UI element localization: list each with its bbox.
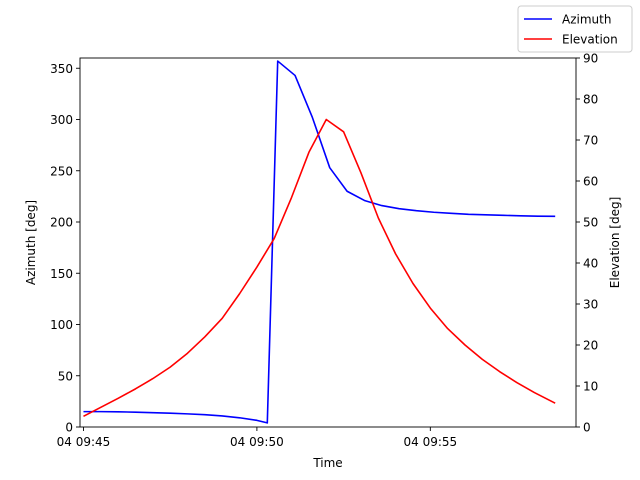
legend-label-elevation: Elevation: [562, 33, 618, 47]
y-left-tick-label: 300: [50, 113, 73, 127]
y-right-tick-label: 80: [583, 93, 598, 107]
plot-area: 0 50 100 150 200 250 300 350 0 10 20 30 40 50 60 70 80 90…: [24, 52, 622, 471]
x-tick-label: 04 09:50: [230, 435, 284, 449]
y-right-tick-label: 40: [583, 257, 598, 271]
axes-frame: [79, 57, 577, 428]
y-left-tick-label: 50: [58, 369, 73, 383]
y-right-tick-label: 20: [583, 339, 598, 353]
y-right-tick-label: 30: [583, 298, 598, 312]
series-line-azimuth: [83, 60, 556, 424]
legend-label-azimuth: Azimuth: [562, 13, 611, 27]
legend-box: [517, 5, 633, 53]
y-left-tick-label: 0: [65, 421, 73, 435]
y-left-tick-label: 200: [50, 216, 73, 230]
legend: Azimuth Elevation: [517, 5, 633, 53]
x-axis-label: Time: [312, 456, 342, 470]
x-tick-label: 04 09:55: [403, 435, 457, 449]
y-left-tick-label: 250: [50, 164, 73, 178]
y-right-axis-label: Elevation [deg]: [608, 197, 622, 289]
y-right-tick-label: 90: [583, 52, 598, 66]
y-left-tick-label: 150: [50, 267, 73, 281]
x-tick-label: 04 09:45: [57, 435, 111, 449]
y-right-tick-label: 10: [583, 380, 598, 394]
y-left-tick-label: 100: [50, 318, 73, 332]
series-line-elevation: [83, 118, 556, 418]
y-right-tick-label: 0: [583, 421, 591, 435]
y-right-tick-label: 60: [583, 175, 598, 189]
y-right-tick-label: 50: [583, 216, 598, 230]
y-right-tick-label: 70: [583, 134, 598, 148]
y-left-tick-label: 350: [50, 62, 73, 76]
y-left-axis-label: Azimuth [deg]: [24, 200, 38, 285]
